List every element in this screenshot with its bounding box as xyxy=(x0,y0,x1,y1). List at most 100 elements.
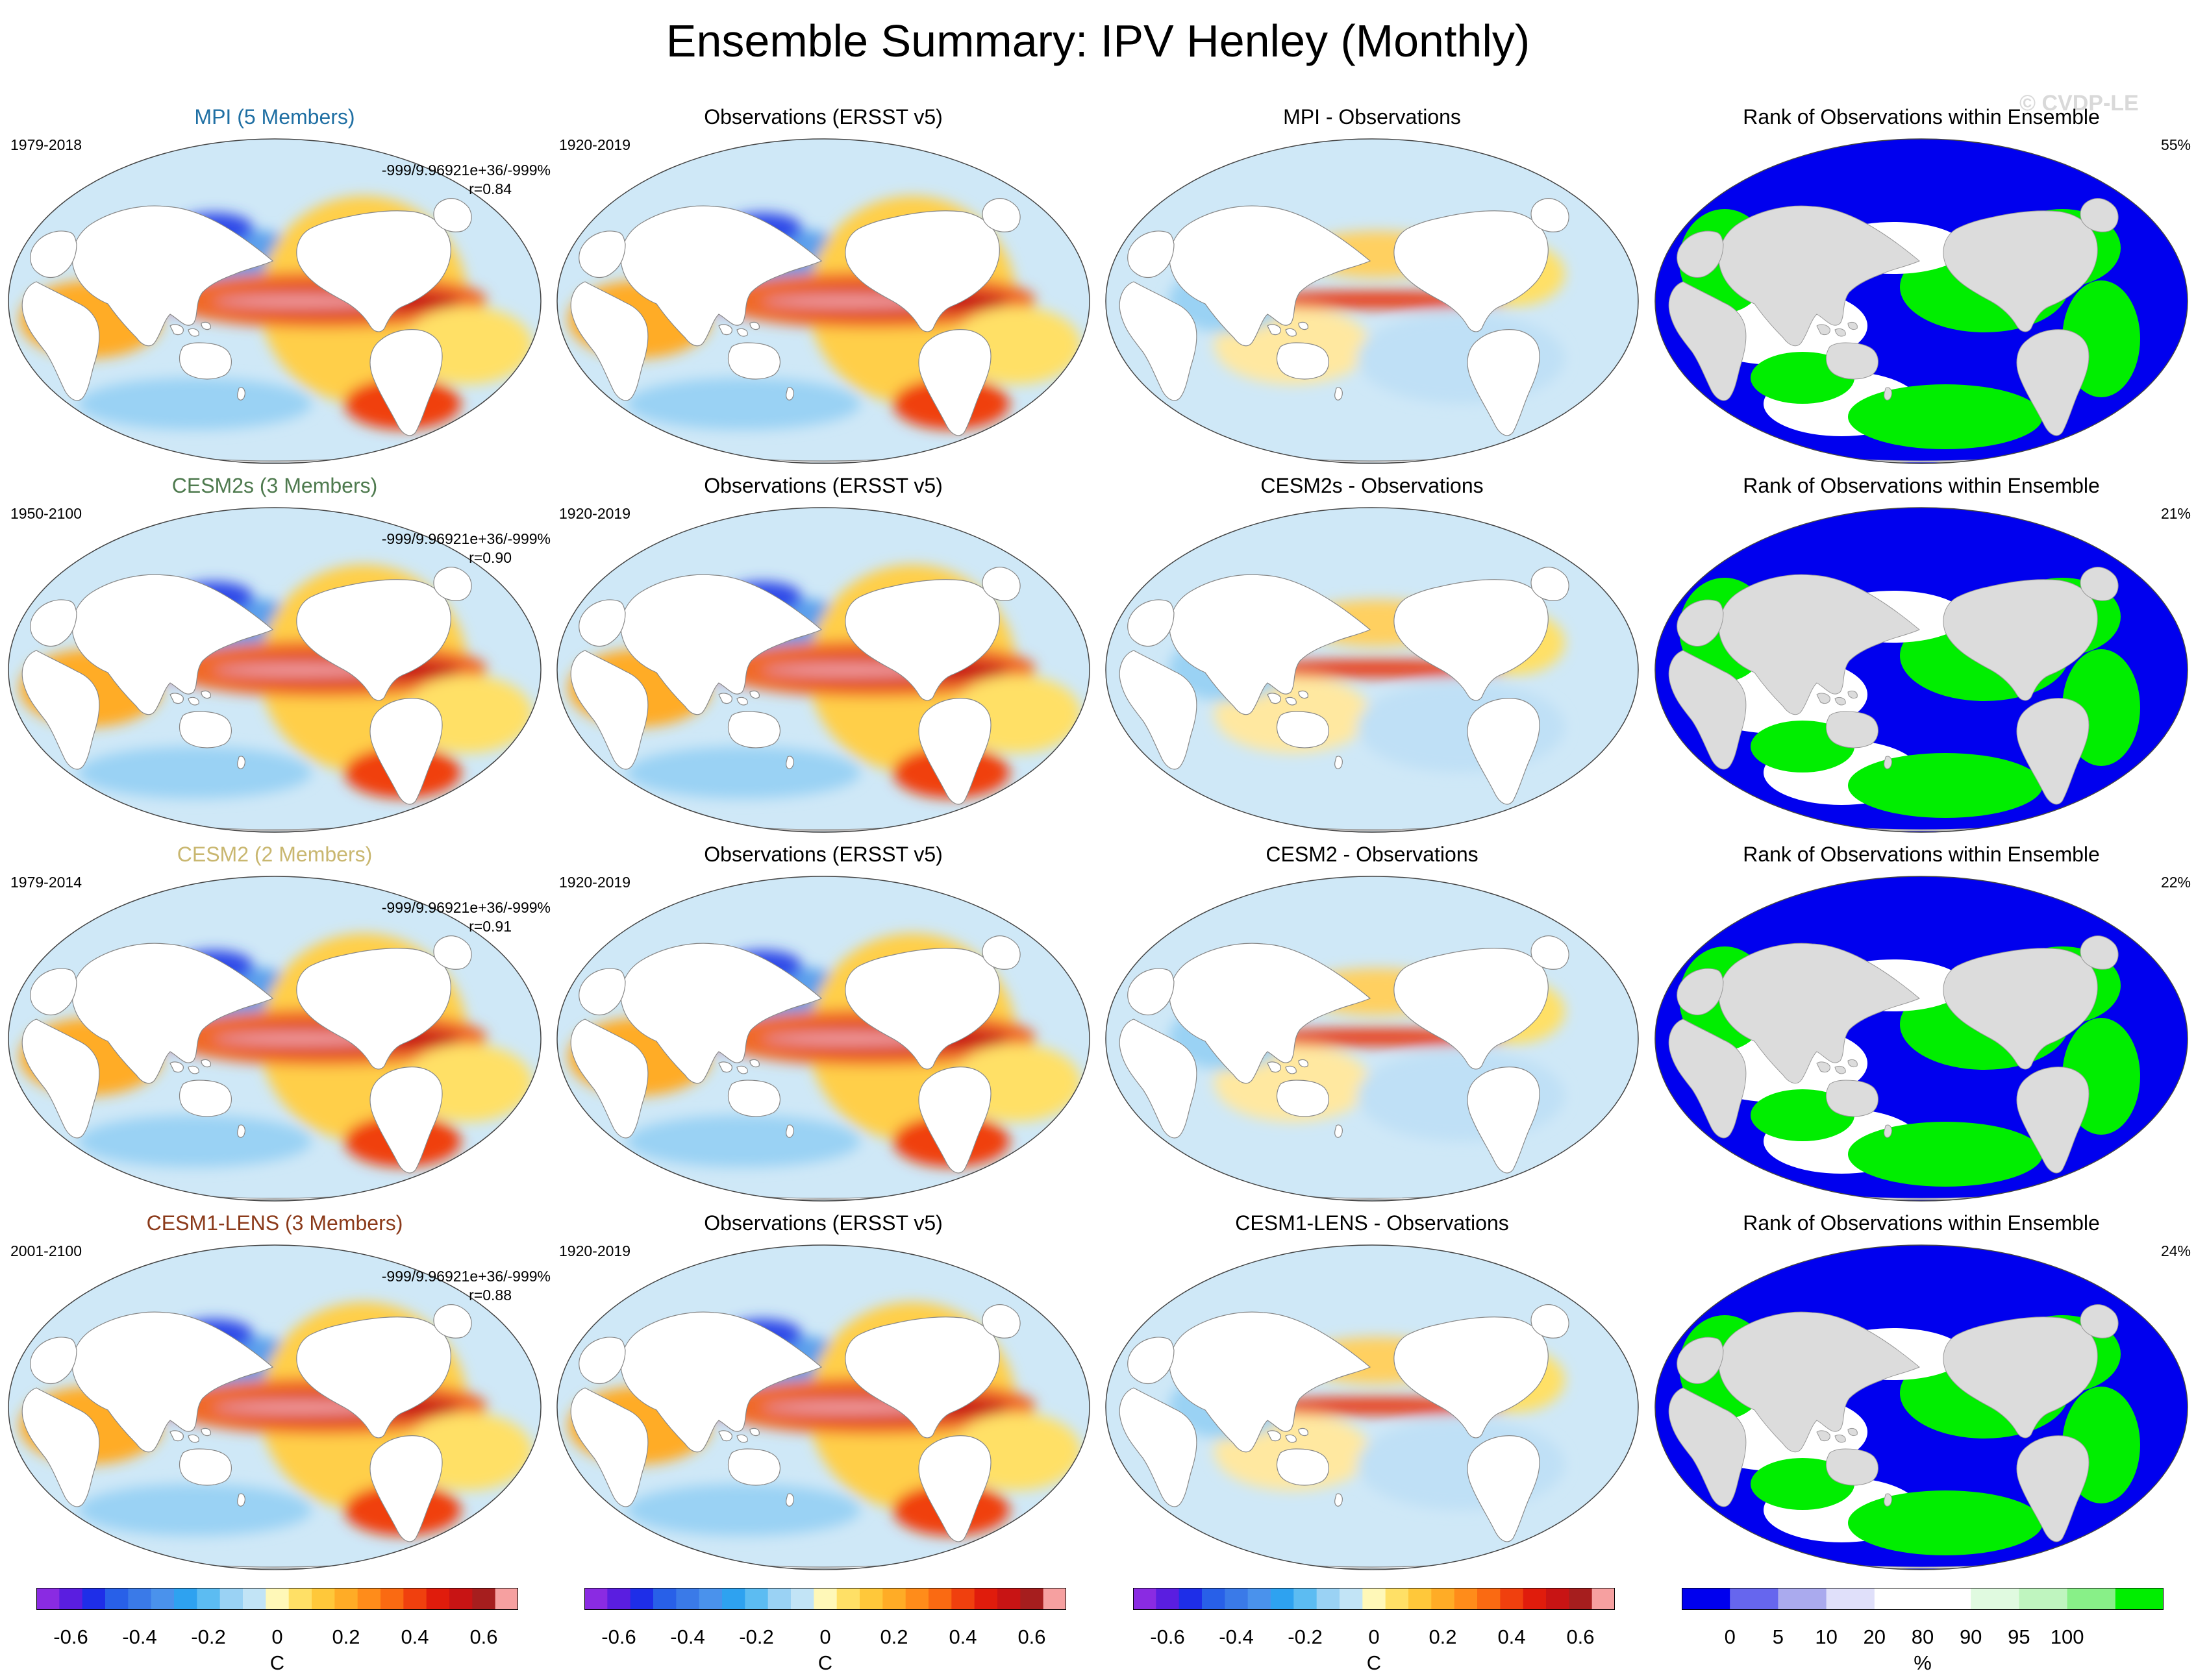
watermark: © CVDP-LE xyxy=(2019,91,2139,116)
colorbar-frame xyxy=(36,1588,518,1610)
obs-panel: Observations (ERSST v5) 1920-2019 xyxy=(549,104,1098,474)
land-shape xyxy=(237,387,245,401)
temperature-colorbar: -0.6 -0.4 -0.2 0 0.2 0.4 0.6 C xyxy=(584,1588,1066,1679)
colorbar-tick-label: 10 xyxy=(1815,1625,1838,1648)
land-shape xyxy=(1334,1493,1343,1507)
land-shape xyxy=(1668,281,1747,401)
colorbar-tick-label: 0.6 xyxy=(1017,1625,1046,1648)
colorbar-swatch xyxy=(197,1588,221,1610)
pattern-correlation: r=0.88 xyxy=(469,1287,512,1303)
land-shape xyxy=(570,281,649,401)
land-shape xyxy=(179,342,232,380)
colorbar-swatch xyxy=(997,1588,1021,1610)
colorbar-swatch xyxy=(745,1588,769,1610)
colorbar-tick-label: 100 xyxy=(2050,1625,2084,1648)
colorbar-swatch xyxy=(1156,1588,1180,1610)
land-shape xyxy=(1467,698,1540,805)
rank-percent: 22% xyxy=(2160,874,2191,891)
diff-panel: CESM2 - Observations xyxy=(1097,841,1647,1211)
colorbar-swatch xyxy=(1477,1588,1501,1610)
map-outline xyxy=(556,1244,1090,1570)
colorbar-swatch xyxy=(1385,1588,1409,1610)
rank-patch xyxy=(1848,1490,2043,1555)
map-outline xyxy=(8,507,542,833)
colorbar-swatch xyxy=(1043,1588,1066,1610)
colorbar-tick-label: 0.4 xyxy=(1497,1625,1526,1648)
colorbar-swatch xyxy=(1454,1588,1478,1610)
colorbar-swatch xyxy=(1730,1588,1778,1610)
land-shape xyxy=(1884,1124,1892,1138)
rank-percent: 55% xyxy=(2160,136,2191,153)
land-shape xyxy=(1677,599,1724,647)
period-label: 1979-2018 xyxy=(10,136,82,153)
land-shape xyxy=(1826,342,1878,380)
land-shape xyxy=(1718,1311,1920,1453)
colorbar-swatch xyxy=(1225,1588,1249,1610)
colorbar-swatch xyxy=(676,1588,700,1610)
colorbar-swatch xyxy=(1293,1588,1317,1610)
map-outline xyxy=(8,1244,542,1570)
colorbar-swatch xyxy=(1500,1588,1524,1610)
land-shape xyxy=(570,1019,649,1139)
rank-patch xyxy=(1848,384,2043,449)
colorbar-swatch xyxy=(495,1588,518,1610)
colorbar-swatch xyxy=(630,1588,654,1610)
land-shape xyxy=(1127,230,1175,278)
land-shape xyxy=(1816,1059,1858,1074)
colorbar-tick-label: -0.4 xyxy=(670,1625,705,1648)
colorbar-swatch xyxy=(836,1588,860,1610)
land-shape xyxy=(433,935,472,970)
map-outline xyxy=(8,876,542,1202)
panel-title: CESM2s - Observations xyxy=(1260,474,1484,497)
anomaly-blob xyxy=(627,747,860,798)
colorbar-swatch xyxy=(426,1588,450,1610)
panel-title: Observations (ERSST v5) xyxy=(704,843,943,866)
land-shape xyxy=(1718,205,1920,347)
land-shape xyxy=(1816,321,1858,337)
colorbar-tick-label: 0.6 xyxy=(469,1625,498,1648)
land-shape xyxy=(21,1387,100,1507)
colorbar-swatch xyxy=(699,1588,723,1610)
land-shape xyxy=(1393,579,1549,701)
land-shape xyxy=(786,1124,794,1138)
land-shape xyxy=(71,574,274,715)
land-shape xyxy=(2016,1435,2090,1542)
land-shape xyxy=(1530,567,1569,601)
land-shape xyxy=(845,948,1000,1070)
land-shape xyxy=(237,1493,245,1507)
land-shape xyxy=(1393,210,1549,332)
colorbar-tick-label: -0.4 xyxy=(1219,1625,1254,1648)
panel-title: MPI (5 Members) xyxy=(194,105,355,129)
colorbar-tick-label: 0 xyxy=(1724,1625,1736,1648)
colorbar-swatch xyxy=(1874,1588,1923,1610)
colorbar-swatch xyxy=(266,1588,290,1610)
colorbar-swatch xyxy=(607,1588,631,1610)
land-shape xyxy=(1668,1019,1747,1139)
rank-percent: 24% xyxy=(2160,1242,2191,1259)
land-shape xyxy=(30,599,77,647)
colorbar-tick-label: -0.2 xyxy=(191,1625,226,1648)
land-shape xyxy=(579,1337,626,1385)
land-shape xyxy=(2016,329,2090,436)
diff-map xyxy=(1105,507,1639,833)
stats-values: -999/9.96921e+36/-999% xyxy=(381,162,551,179)
land-shape xyxy=(982,935,1021,970)
colorbar-swatch xyxy=(1431,1588,1455,1610)
obs-panel: Observations (ERSST v5) 1920-2019 xyxy=(549,841,1098,1211)
map-outline xyxy=(1105,138,1639,464)
period-label: 1920-2019 xyxy=(559,136,630,153)
colorbar-swatch xyxy=(1179,1588,1203,1610)
land-shape xyxy=(786,387,794,401)
colorbar-tick-label: 0.6 xyxy=(1566,1625,1595,1648)
map-outline xyxy=(1105,1244,1639,1570)
obs-map xyxy=(556,876,1090,1202)
period-label: 1920-2019 xyxy=(559,1242,630,1259)
colorbar-swatch xyxy=(128,1588,152,1610)
colorbar-tick-label: -0.6 xyxy=(1150,1625,1185,1648)
land-shape xyxy=(2080,198,2119,232)
land-shape xyxy=(21,650,100,770)
land-shape xyxy=(1334,1124,1343,1138)
land-shape xyxy=(1718,943,1920,1084)
rank-patch xyxy=(1848,753,2043,818)
rank-colorbar: 0 5 10 20 80 90 95 100% xyxy=(1682,1588,2164,1679)
